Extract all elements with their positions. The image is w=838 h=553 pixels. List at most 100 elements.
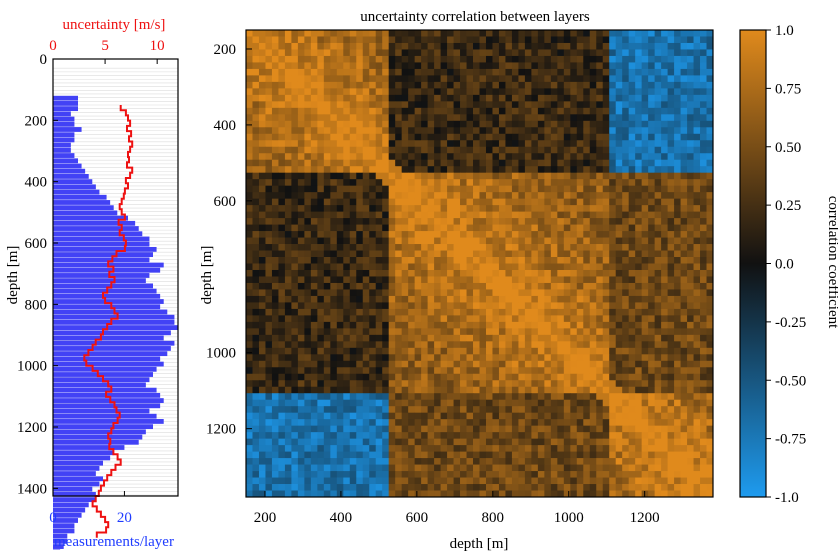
heatmap-cell [297,328,305,336]
heatmap-cell [388,347,396,355]
heatmap-cell [310,425,318,433]
heatmap-cell [453,75,461,83]
heatmap-cell [421,224,429,232]
measurement-bar [53,346,171,351]
heatmap-cell [557,406,565,414]
heatmap-cell [479,107,487,115]
heatmap-cell [375,341,383,349]
heatmap-cell [615,360,623,368]
heatmap-cell [343,373,351,381]
heatmap-cell [628,94,636,102]
heatmap-cell [369,289,377,297]
heatmap-cell [531,315,539,323]
heatmap-cell [440,211,448,219]
heatmap-cell [667,140,675,148]
heatmap-cell [297,334,305,342]
heatmap-cell [395,153,403,161]
heatmap-cell [349,412,357,420]
heatmap-cell [628,425,636,433]
heatmap-cell [395,81,403,89]
heatmap-cell [628,101,636,109]
heatmap-cell [291,218,299,225]
heatmap-cell [667,406,675,414]
heatmap-cell [654,42,662,50]
heatmap-cell [310,373,318,381]
heatmap-cell [427,315,435,323]
heatmap-cell [563,159,571,167]
heatmap-cell [408,218,416,225]
heatmap-cell [317,380,325,388]
heatmap-cell [414,412,422,420]
heatmap-cell [252,107,260,115]
heatmap-cell [531,328,539,336]
heatmap-cell [447,172,454,180]
heatmap-cell [531,179,539,187]
measurement-bar [53,304,161,310]
heatmap-cell [485,282,493,290]
heatmap-cell [453,81,461,89]
heatmap-cell [408,367,416,375]
heatmap-cell [466,276,474,284]
heatmap-cell [297,62,305,70]
heatmap-cell [473,386,480,394]
heatmap-cell [310,393,318,401]
heatmap-cell [641,88,649,96]
heatmap-cell [589,289,597,297]
heatmap-cell [440,55,448,63]
heatmap-cell [505,295,513,303]
heatmap-cell [524,172,532,180]
heatmap-cell [700,127,707,135]
heatmap-cell [375,94,383,102]
heatmap-cell [330,36,338,44]
heatmap-cell [635,30,643,37]
heatmap-cell [271,62,279,70]
heatmap-cell [310,231,318,238]
heatmap-cell [537,88,545,96]
heatmap-cell [498,127,506,135]
heatmap-cell [421,425,429,433]
heatmap-cell [427,192,435,200]
heatmap-cell [570,68,578,76]
heatmap-cell [284,341,292,349]
heatmap-cell [661,75,668,83]
heatmap-cell [544,445,552,452]
heatmap-cell [369,406,377,414]
heatmap-cell [518,445,526,452]
heatmap-cell [395,49,403,57]
heatmap-cell [252,341,260,349]
heatmap-cell [654,451,662,459]
heatmap-cell [271,386,279,394]
heatmap-cell [680,276,688,284]
heatmap-cell [434,55,441,63]
heatmap-cell [271,30,279,37]
heatmap-cell [284,244,292,251]
heatmap-cell [304,205,312,213]
heatmap-cell [330,269,338,277]
heatmap-cell [498,393,506,401]
heatmap-cell [388,257,396,264]
heatmap-cell [563,30,571,37]
heatmap-cell [583,146,591,154]
heatmap-cell [505,328,513,336]
heatmap-cell [323,231,331,238]
heatmap-cell [537,451,545,459]
heatmap-cell [271,192,279,200]
heatmap-cell [317,315,325,323]
heatmap-cell [388,302,396,310]
heatmap-cell [641,133,649,141]
heatmap-cell [693,445,701,452]
heatmap-cell [518,120,526,128]
heatmap-cell [291,36,299,44]
heatmap-cell [544,133,552,141]
heatmap-cell [550,166,558,174]
heatmap-cell [408,81,416,89]
heatmap-cell [524,367,532,375]
heatmap-cell [317,367,325,375]
heatmap-cell [246,94,253,102]
heatmap-cell [622,315,630,323]
heatmap-cell [297,218,305,225]
heatmap-cell [648,315,656,323]
heatmap-cell [479,101,487,109]
heatmap-cell [466,198,474,206]
heatmap-cell [661,192,668,200]
